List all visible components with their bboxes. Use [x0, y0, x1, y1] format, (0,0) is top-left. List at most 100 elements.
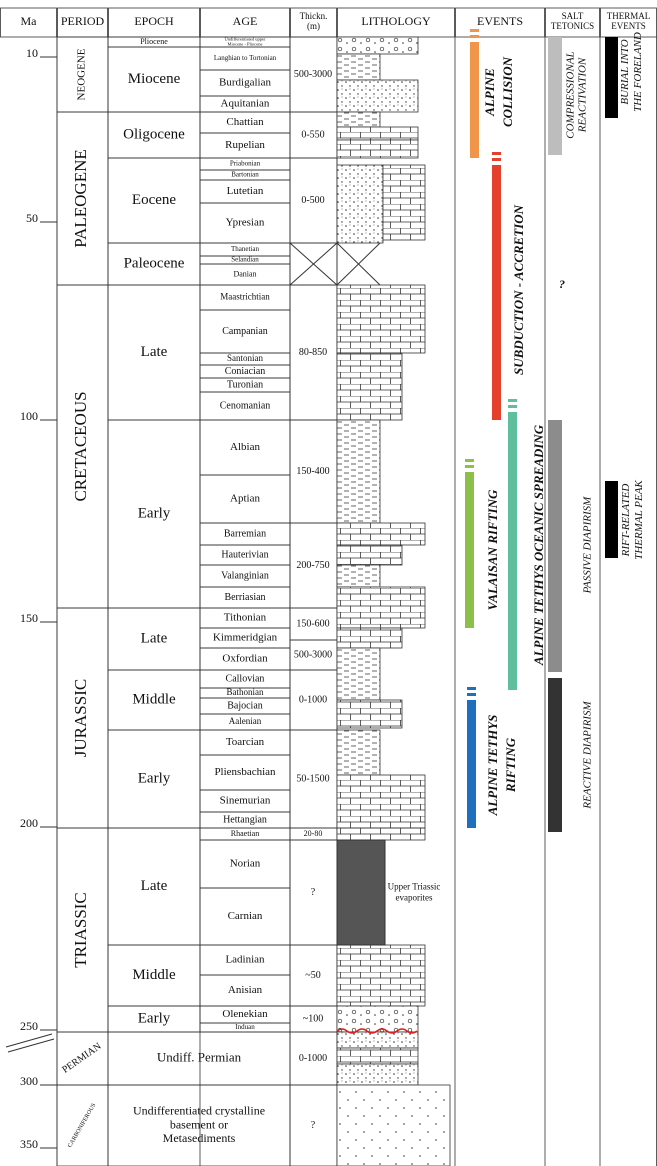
age-label: Thanetian — [231, 245, 259, 253]
age-label: Aquitanian — [221, 98, 270, 110]
age-label: Chattian — [226, 116, 264, 128]
event-tick — [508, 405, 517, 408]
period-label: JURASSIC — [71, 679, 90, 757]
epoch-label: Middle — [132, 691, 176, 707]
header-label: THERMAL — [607, 11, 651, 21]
age-label: Ladinian — [225, 954, 265, 966]
age-label: Carnian — [228, 910, 263, 922]
header-label: LITHOLOGY — [361, 14, 431, 28]
event-bar — [467, 700, 476, 828]
lithology-block — [336, 1063, 419, 1086]
age-label: Hettangian — [223, 814, 267, 825]
evaporite-block — [336, 839, 386, 946]
thickness-label: 500-3000 — [294, 69, 332, 80]
salt-bar — [548, 678, 562, 832]
age-label: Tithonian — [224, 612, 267, 624]
event-label: VALAISAN RIFTING — [485, 489, 500, 610]
period-label: PERMIAN — [60, 1041, 103, 1076]
salt-label: COMPRESSIONAL — [565, 51, 577, 138]
age-label: Berriasian — [224, 592, 265, 603]
ma-tick-label: 150 — [20, 611, 38, 625]
age-label: Lutetian — [227, 185, 264, 197]
lithology-block — [336, 139, 419, 159]
chart-layer: Ma PERIOD EPOCH AGE Thickn.(m) LITHOLOGY EVENT… — [0, 7, 657, 1166]
age-label: Priabonian — [230, 160, 261, 168]
salt-label: REACTIVE DIAPIRISM — [582, 701, 594, 810]
thickness-label: ? — [311, 887, 316, 898]
period-label: CRETACEOUS — [71, 391, 90, 501]
period-label: CARBONIFEROUS — [67, 1103, 97, 1149]
age-label: Rhaetian — [231, 829, 259, 838]
lithology-block — [336, 827, 426, 841]
period-label: PALEOGENE — [71, 149, 90, 248]
header-label: EVENTS — [611, 21, 646, 31]
age-label: Aalenian — [229, 716, 262, 726]
event-tick — [467, 693, 476, 696]
lithology-block — [336, 729, 381, 776]
age-label: Toarcian — [226, 736, 265, 748]
thickness-label: 200-750 — [296, 560, 329, 571]
event-tick — [465, 459, 474, 462]
lithology-block — [336, 627, 403, 649]
lithology-block — [336, 352, 403, 421]
age-label: Turonian — [227, 379, 263, 390]
ma-tick-label: 10 — [26, 46, 38, 60]
header-label: TETONICS — [551, 21, 594, 31]
epoch-label: Miocene — [128, 71, 181, 87]
axis-break — [5, 1033, 55, 1053]
age-label: Sinemurian — [220, 795, 271, 807]
epoch-label: Undiff. Permian — [157, 1049, 242, 1064]
thermal-label: THE FORELAND — [632, 32, 644, 112]
header-cell — [0, 7, 57, 38]
thickness-label: 0-500 — [301, 195, 324, 206]
age-label: Anisian — [228, 984, 263, 996]
epoch-label: basement or — [170, 1117, 228, 1131]
lithology-block — [382, 164, 426, 241]
epoch-label: Late — [141, 630, 168, 646]
thickness-label: 0-550 — [301, 129, 324, 140]
event-tick — [470, 35, 479, 38]
thermal-label: RIFT-RELATED — [620, 484, 632, 558]
header-label: (m) — [307, 21, 320, 31]
age-label: Bajocian — [227, 700, 263, 711]
lithology-note: Upper Triassic — [388, 882, 441, 892]
epoch-label: Eocene — [132, 192, 176, 208]
thickness-label: 150-600 — [296, 618, 329, 629]
period-label: NEOGENE — [76, 48, 88, 100]
age-label: Cenomanian — [220, 400, 271, 411]
thickness-label: ~100 — [303, 1013, 323, 1024]
thickness-label: ? — [311, 1120, 316, 1131]
lithology-block — [336, 36, 419, 55]
header-label: SALT — [562, 11, 584, 21]
ma-tick-label: 50 — [26, 211, 38, 225]
age-label: Pliensbachian — [214, 766, 276, 778]
cross — [289, 242, 381, 286]
event-tick — [470, 29, 479, 32]
event-label: RIFTING — [503, 737, 518, 793]
epoch-label: Oligocene — [123, 126, 185, 142]
epoch-label: Early — [138, 505, 171, 521]
epoch-label: Paleocene — [124, 255, 185, 271]
event-tick — [465, 465, 474, 468]
age-label: Norian — [230, 858, 261, 870]
lithology-block — [336, 544, 403, 566]
age-label: Selandian — [231, 256, 259, 264]
epoch-label: Late — [141, 344, 168, 360]
event-tick — [492, 158, 501, 161]
lithology-block — [336, 126, 419, 141]
salt-label: REACTIVATION — [577, 57, 589, 133]
lithology-block — [336, 1005, 419, 1033]
header-cell — [545, 7, 600, 38]
event-label: ALPINE TETHYS — [485, 715, 500, 817]
ma-tick-label: 350 — [20, 1137, 38, 1151]
lithology-block — [336, 1084, 451, 1166]
age-label: Santonian — [227, 353, 263, 363]
event-tick — [467, 687, 476, 690]
age-label: Olenekian — [222, 1008, 268, 1020]
age-label: Maastrichtian — [220, 292, 270, 302]
event-bar — [465, 472, 474, 628]
header-label: AGE — [233, 14, 258, 28]
lithology-block — [336, 586, 426, 629]
lithology-block — [336, 1047, 419, 1065]
ma-tick-label: 300 — [20, 1074, 38, 1088]
